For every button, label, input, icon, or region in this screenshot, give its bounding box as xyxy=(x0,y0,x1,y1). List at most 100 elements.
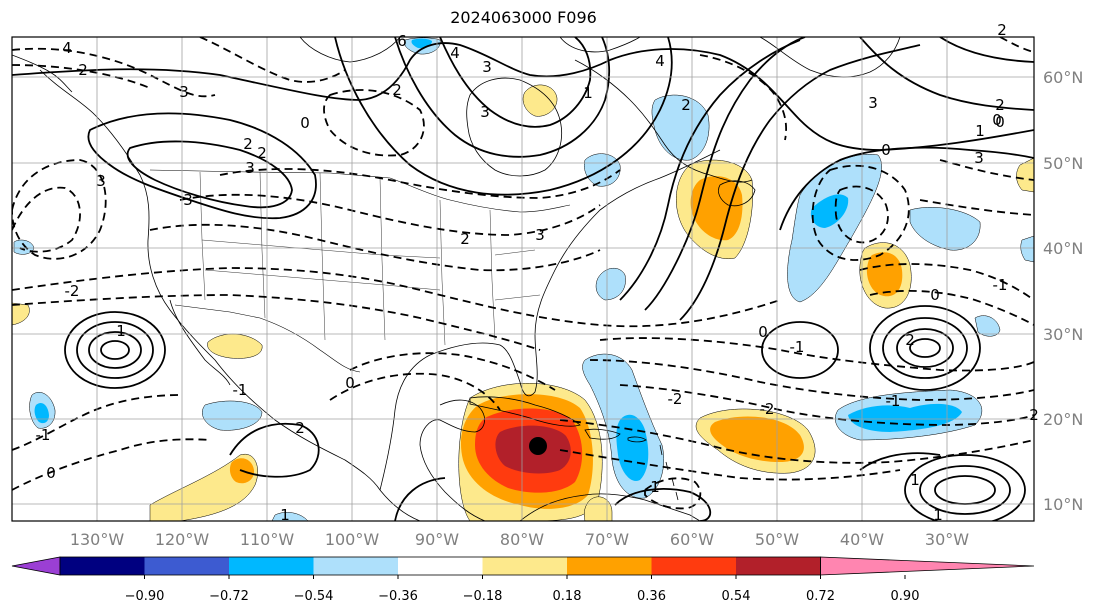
lon-label: 40°W xyxy=(840,530,884,549)
contour-label: 3 xyxy=(179,83,189,101)
shade-mexpac-blue xyxy=(202,400,263,431)
colorbar-extend-high xyxy=(820,556,1035,576)
contour-label: 0 xyxy=(930,286,940,304)
contour-high-pacific-2 xyxy=(76,321,154,379)
lat-label: 50°N xyxy=(1043,154,1083,173)
contour-label: 3 xyxy=(480,103,490,121)
contour-label: 3 xyxy=(96,172,106,190)
contour-label: 1 xyxy=(975,122,985,140)
contour-label: -1 xyxy=(36,426,51,444)
border-states xyxy=(199,171,541,346)
contour-dash-15 xyxy=(349,352,556,391)
contour-dash-7 xyxy=(12,294,541,351)
shade-labrador-blue xyxy=(651,94,710,161)
shade-sa-yellow xyxy=(583,496,613,521)
contour-high-east-1 xyxy=(869,305,981,391)
colorbar-tick-label: 0.36 xyxy=(637,589,666,604)
contour-label: 1 xyxy=(280,506,290,524)
contour-label: 2 xyxy=(681,96,691,114)
contour-label: 3 xyxy=(183,191,193,209)
lat-label: 60°N xyxy=(1043,68,1083,87)
shade-small-blue-1 xyxy=(13,239,35,255)
contour-label: 0 xyxy=(995,113,1005,131)
contour-dash-18 xyxy=(619,384,1034,426)
contour-label: 2 xyxy=(995,96,1005,114)
shade-mexico-yellow xyxy=(207,333,263,359)
colorbar-segment xyxy=(736,557,821,575)
contour-dash-11 xyxy=(323,89,425,157)
contour-solid-9 xyxy=(619,39,801,301)
contour-solid-2 xyxy=(87,112,317,220)
lat-label: 30°N xyxy=(1043,325,1083,344)
shade-small-blue-4 xyxy=(271,512,309,521)
contour-dash-19 xyxy=(559,419,1034,464)
anomaly-shading xyxy=(12,37,1034,521)
colorbar-tick-label: −0.36 xyxy=(378,589,418,604)
contour-dash-25 xyxy=(859,263,1034,301)
border-us-mexico xyxy=(174,304,361,373)
contour-dash-12 xyxy=(12,394,181,451)
contour-dash-23 xyxy=(939,159,1034,181)
colorbar-tick-label: −0.54 xyxy=(294,589,334,604)
island-pr xyxy=(627,436,647,443)
contour-label: -1 xyxy=(790,338,805,356)
colorbar-segment xyxy=(567,557,652,575)
coast-yucatan xyxy=(419,399,486,521)
contour-dash-20 xyxy=(559,449,901,481)
contour-high-east-3 xyxy=(896,328,954,368)
lon-label: 90°W xyxy=(415,530,459,549)
contour-solid-16 xyxy=(859,452,941,471)
storm-center-marker xyxy=(529,437,547,455)
contour-solid-3 xyxy=(126,140,293,209)
contour-dash-10 xyxy=(219,168,621,199)
shade-pacific-cyan xyxy=(34,403,49,424)
contour-label: 0 xyxy=(881,141,891,159)
contour-solid-14 xyxy=(394,477,446,521)
contour-label: 1 xyxy=(116,322,126,340)
colorbar-segment xyxy=(229,557,314,575)
border-us-canada xyxy=(149,169,571,213)
contour-label: 2 xyxy=(78,61,88,79)
contour-high-pacific-3 xyxy=(88,331,142,369)
contour-label: 0 xyxy=(992,111,1002,129)
contour-solid-15 xyxy=(614,487,711,521)
shade-small-blue-2 xyxy=(974,315,1001,337)
shade-gulf-blue xyxy=(595,268,626,301)
contour-label: 0 xyxy=(345,374,355,392)
lon-label: 30°W xyxy=(925,530,969,549)
contour-solid-11 xyxy=(859,37,1034,111)
contour-label: -2 xyxy=(760,400,775,418)
coast-hudson xyxy=(466,77,562,177)
lon-label: 110°W xyxy=(240,530,295,549)
contour-high-pacific-4 xyxy=(100,340,130,360)
latitude-labels: 60°N 50°N 40°N 30°N 20°N 10°N xyxy=(1043,68,1083,514)
contour-label: 4 xyxy=(62,39,72,57)
contour-dash-26 xyxy=(869,289,1034,326)
colorbar-tick-label: 0.54 xyxy=(722,589,751,604)
contour-dash-5 xyxy=(12,186,81,253)
contour-label: 2 xyxy=(257,144,267,162)
colorbar xyxy=(11,556,1035,576)
lat-lon-grid xyxy=(12,37,1034,521)
contour-label: -2 xyxy=(668,390,683,408)
contour-label: -1 xyxy=(233,381,248,399)
colorbar-tick-labels: −0.90 −0.72 −0.54 −0.36 −0.18 0.18 0.36 0.54 0.7… xyxy=(125,575,919,604)
colorbar-segment xyxy=(398,557,483,575)
colorbar-segment xyxy=(482,557,567,575)
lat-label: 10°N xyxy=(1043,495,1083,514)
colorbar-segment xyxy=(60,557,145,575)
contour-solid-7 xyxy=(644,37,806,311)
contour-label: 0 xyxy=(46,464,56,482)
contour-dash-17 xyxy=(589,359,1034,401)
island-cuba xyxy=(469,396,581,427)
lon-label: 60°W xyxy=(670,530,714,549)
contour-high-se-3 xyxy=(934,475,996,505)
contour-label: 3 xyxy=(974,149,984,167)
contour-solid-8 xyxy=(679,44,921,321)
map-frame xyxy=(11,36,1035,522)
contour-high-se-1 xyxy=(904,454,1026,521)
colorbar-tick-label: −0.72 xyxy=(209,589,249,604)
shade-nf-orange xyxy=(690,176,743,241)
contour-high-se-2 xyxy=(919,465,1011,515)
